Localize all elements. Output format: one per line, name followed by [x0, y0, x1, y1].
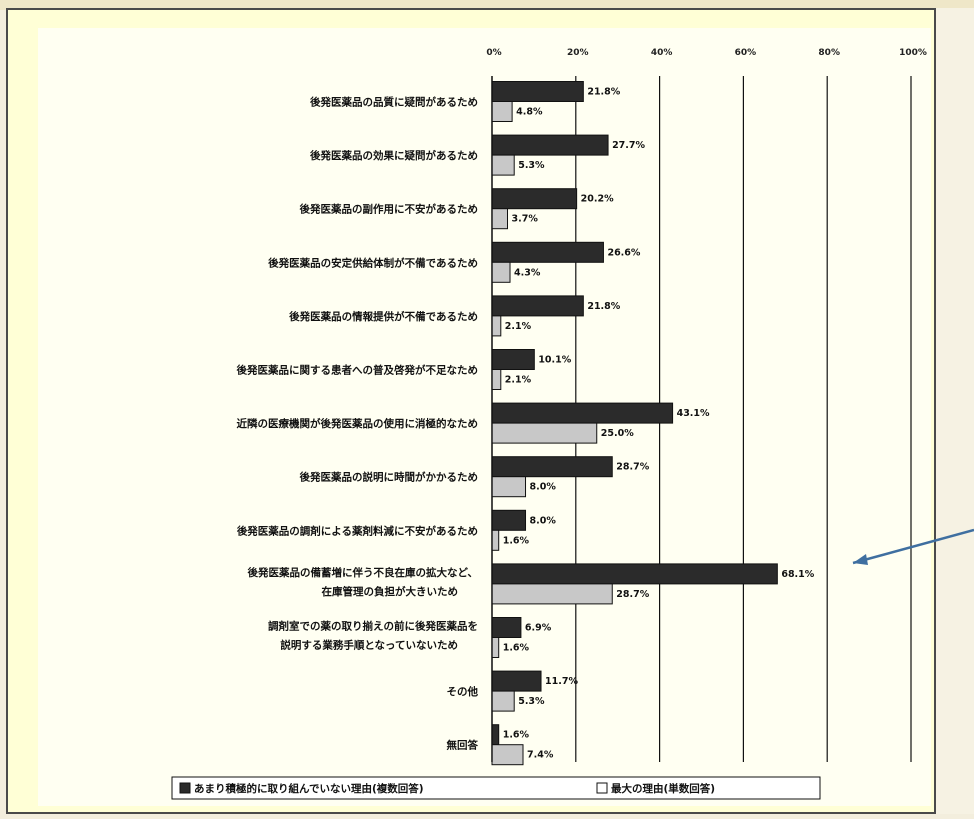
- category-label: 調剤室での薬の取り揃えの前に後発医薬品を: [268, 620, 478, 633]
- data-label: 68.1%: [781, 569, 814, 580]
- category-label: 無回答: [447, 739, 479, 752]
- data-label: 43.1%: [677, 408, 710, 419]
- category-label: 後発医薬品の安定供給体制が不備であるため: [267, 256, 478, 269]
- category-label: 後発医薬品に関する患者への普及啓発が不足なため: [236, 364, 479, 377]
- bar-single: [491, 422, 598, 444]
- category-label: その他: [447, 685, 479, 698]
- data-label: 10.1%: [538, 355, 571, 366]
- bar-multiple: [491, 724, 500, 746]
- data-label: 4.8%: [516, 107, 543, 118]
- data-label: 5.3%: [518, 160, 545, 171]
- bar-multiple: [491, 188, 578, 210]
- bar-multiple: [491, 349, 535, 370]
- data-label: 3.7%: [512, 214, 539, 225]
- x-tick-label: 0%: [486, 48, 501, 58]
- bar-multiple: [491, 295, 584, 317]
- category-label: 後発医薬品の情報提供が不備であるため: [288, 310, 478, 323]
- data-label: 4.3%: [514, 267, 541, 278]
- legend-swatch-multiple: [179, 782, 191, 794]
- annotation-arrow-head: [853, 554, 868, 565]
- bar-multiple: [491, 241, 604, 263]
- bar-single: [491, 154, 515, 176]
- category-label: 後発医薬品の品質に疑問があるため: [309, 96, 478, 109]
- bar-single: [491, 315, 502, 337]
- bar-single: [491, 208, 509, 230]
- bar-single: [491, 583, 613, 605]
- data-label: 5.3%: [518, 696, 545, 707]
- bar-multiple: [491, 81, 584, 102]
- category-label: 説明する業務手順となっていないため: [280, 639, 458, 652]
- data-label: 28.7%: [616, 589, 649, 600]
- annotation-arrow-line: [852, 528, 974, 565]
- bar-single: [491, 637, 500, 658]
- x-tick-label: 20%: [567, 48, 589, 58]
- data-label: 2.1%: [505, 375, 532, 386]
- data-label: 1.6%: [503, 535, 530, 546]
- legend-box: [171, 776, 821, 800]
- category-label: 在庫管理の負担が大きいため: [322, 585, 459, 598]
- x-tick-label: 100%: [899, 48, 927, 58]
- right-background: [936, 8, 974, 814]
- bar-single: [491, 261, 511, 283]
- category-label: 近隣の医療機関が後発医薬品の使用に消極的なため: [237, 417, 479, 430]
- data-label: 26.6%: [607, 247, 640, 258]
- bar-multiple: [491, 617, 522, 638]
- bar-single: [491, 101, 513, 122]
- category-label: 後発医薬品の副作用に不安があるため: [299, 203, 479, 216]
- bar-multiple: [491, 134, 609, 156]
- legend-label-single: 最大の理由(単数回答): [611, 782, 715, 795]
- bar-multiple: [491, 402, 674, 424]
- plot-panel: [38, 28, 931, 806]
- bar-multiple: [491, 563, 778, 585]
- category-label: 後発医薬品の備蓄増に伴う不良在庫の拡大など、: [247, 566, 478, 579]
- bar-multiple: [491, 509, 527, 531]
- data-label: 7.4%: [527, 750, 554, 761]
- x-tick-label: 60%: [735, 48, 757, 58]
- data-label: 11.7%: [545, 676, 578, 687]
- top-strip: [0, 0, 974, 10]
- legend-swatch-single: [596, 782, 608, 794]
- data-label: 27.7%: [612, 140, 645, 151]
- data-label: 21.8%: [587, 87, 620, 98]
- data-label: 6.9%: [525, 623, 552, 634]
- bar-single: [491, 690, 515, 712]
- bar-single: [491, 369, 502, 390]
- data-label: 1.6%: [503, 643, 530, 654]
- bar-single: [491, 476, 527, 498]
- category-label: 後発医薬品の説明に時間がかかるため: [299, 471, 479, 484]
- bar-multiple: [491, 670, 542, 692]
- data-label: 2.1%: [505, 321, 532, 332]
- bar-multiple: [491, 456, 613, 478]
- data-label: 28.7%: [616, 462, 649, 473]
- bar-single: [491, 529, 500, 551]
- x-tick-label: 80%: [818, 48, 840, 58]
- category-label: 後発医薬品の効果に疑問があるため: [309, 149, 478, 162]
- data-label: 8.0%: [530, 515, 557, 526]
- data-label: 21.8%: [587, 301, 620, 312]
- data-label: 20.2%: [581, 194, 614, 205]
- data-label: 8.0%: [530, 482, 557, 493]
- x-tick-label: 40%: [651, 48, 673, 58]
- category-label: 後発医薬品の調剤による薬剤料減に不安があるため: [236, 524, 478, 537]
- data-label: 25.0%: [601, 428, 634, 439]
- data-label: 1.6%: [503, 730, 530, 741]
- bar-single: [491, 744, 524, 766]
- legend-label-multiple: あまり積極的に取り組んでいない理由(複数回答): [194, 782, 424, 795]
